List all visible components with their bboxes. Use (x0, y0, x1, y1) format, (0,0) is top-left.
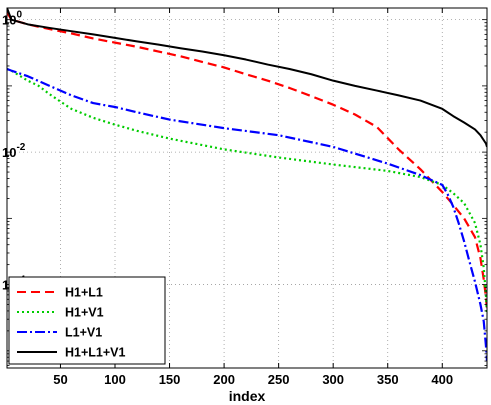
legend: H1+L1 H1+V1 L1+V1 H1+L1+V1 (8, 276, 166, 365)
legend-label: H1+V1 (65, 306, 104, 320)
series-line-h1-l1-v1 (7, 8, 487, 148)
legend-label: L1+V1 (65, 326, 102, 340)
x-tick-label: 350 (377, 372, 399, 387)
x-tick-label: 200 (213, 372, 235, 387)
y-tick-label-exponent: -2 (16, 142, 25, 153)
y-tick-label-exponent: 0 (16, 10, 22, 21)
series-line-h1-v1 (7, 67, 487, 315)
series-line-h1-l1 (7, 11, 487, 310)
y-tick-label-base: 10 (2, 13, 16, 28)
x-tick-label: 150 (159, 372, 181, 387)
series-layer (7, 8, 487, 362)
x-tick-labels: 50 100 150 200 250 300 350 400 (53, 372, 453, 387)
x-tick-label: 400 (431, 372, 453, 387)
y-tick-label-base: 10 (2, 145, 16, 160)
legend-label: H1+L1+V1 (65, 346, 126, 360)
x-tick-label: 250 (268, 372, 290, 387)
x-tick-label: 50 (53, 372, 67, 387)
y-tick-label: 100 (2, 10, 22, 28)
x-tick-label: 100 (104, 372, 126, 387)
x-tick-label: 300 (322, 372, 344, 387)
plot-frame (6, 7, 488, 369)
x-axis-title: index (229, 388, 266, 404)
legend-label: H1+L1 (65, 286, 103, 300)
y-tick-label: 10-2 (2, 142, 26, 160)
